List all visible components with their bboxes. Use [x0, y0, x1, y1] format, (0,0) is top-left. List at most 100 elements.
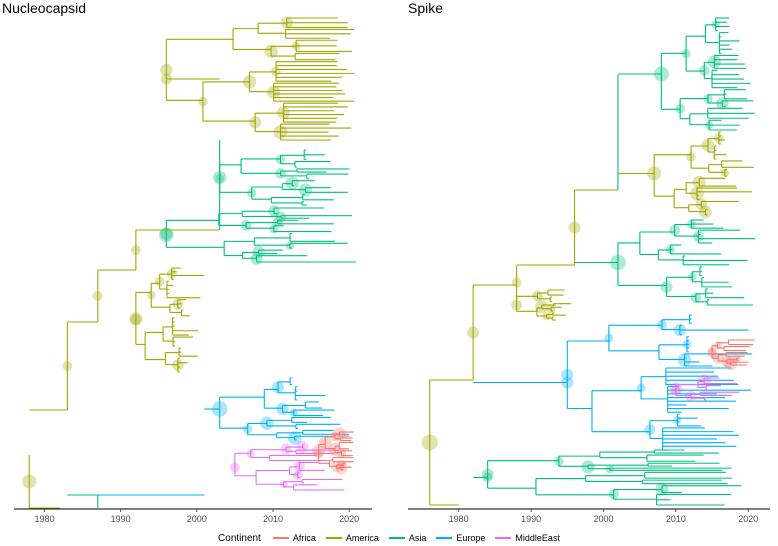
node-circle — [561, 368, 574, 381]
node-circle — [669, 224, 680, 236]
legend-key-africa — [272, 537, 289, 539]
legend-label-america: America — [345, 533, 379, 543]
node-circle — [250, 252, 263, 265]
node-circle — [546, 304, 556, 314]
legend-label-asia: Asia — [408, 533, 427, 543]
node-circle — [535, 300, 549, 314]
node-circle — [336, 448, 347, 458]
node-circle — [581, 460, 595, 474]
node-circle — [732, 355, 741, 364]
node-circle — [685, 390, 697, 402]
x-tick-label: 1980 — [449, 514, 469, 524]
node-circle — [298, 183, 313, 197]
legend-key-middleeast — [495, 537, 512, 539]
node-circle — [242, 75, 257, 89]
node-circle — [647, 166, 662, 181]
node-circle — [688, 272, 697, 281]
x-tick-label: 1990 — [111, 514, 131, 524]
node-circle — [293, 460, 305, 472]
node-circle — [703, 94, 713, 104]
node-circle — [289, 408, 298, 417]
node-circle — [280, 16, 293, 29]
x-tick-label: 2020 — [738, 514, 758, 524]
node-circle — [713, 341, 722, 350]
node-circle — [636, 383, 646, 393]
legend-label-middleeast: MiddleEast — [515, 533, 560, 543]
node-circle — [554, 456, 564, 466]
node-circle — [275, 154, 286, 165]
node-circle — [660, 280, 673, 293]
node-circle — [276, 402, 289, 416]
node-circle — [252, 245, 265, 258]
node-circle — [280, 443, 292, 455]
node-circle — [332, 427, 346, 441]
node-circle — [692, 175, 706, 189]
legend-label-africa: Africa — [292, 533, 316, 543]
node-circle — [160, 63, 173, 77]
node-circle — [644, 424, 656, 436]
node-circle — [699, 65, 710, 76]
node-circle — [160, 227, 173, 240]
node-circle — [247, 188, 257, 198]
node-circle — [172, 359, 184, 371]
node-circle — [699, 205, 712, 219]
node-circle — [716, 97, 729, 110]
node-circle — [62, 361, 73, 371]
node-circle — [686, 219, 696, 229]
node-circle — [712, 352, 724, 364]
node-circle — [705, 121, 714, 130]
legend-key-america — [325, 537, 342, 539]
x-tick-label: 2000 — [187, 514, 207, 524]
node-circle — [275, 211, 287, 223]
node-circle — [690, 292, 702, 304]
node-circle — [689, 186, 704, 201]
legend-key-asia — [388, 537, 405, 539]
panel-title-spike: Spike — [408, 0, 444, 16]
legend-label-europe: Europe — [456, 533, 486, 543]
node-circle — [695, 198, 708, 211]
node-circle — [271, 381, 285, 394]
x-tick-label: 1990 — [521, 514, 541, 524]
node-circle — [330, 431, 340, 442]
legend-title: Continent — [218, 532, 261, 544]
node-circle — [312, 444, 326, 458]
x-tick-label: 2020 — [339, 514, 359, 524]
node-circle — [211, 401, 228, 417]
node-circle — [130, 314, 142, 326]
x-tick-label: 2010 — [666, 514, 686, 524]
x-tick-label: 2010 — [263, 514, 283, 524]
node-circle — [154, 276, 165, 287]
node-circle — [605, 464, 615, 474]
node-circle — [681, 49, 691, 59]
node-circle — [604, 333, 614, 343]
node-circle — [275, 167, 287, 179]
node-circle — [532, 290, 543, 302]
node-circle — [697, 374, 711, 388]
node-circle — [561, 376, 574, 389]
legend-key-europe — [436, 537, 453, 539]
node-circle — [665, 245, 675, 254]
node-circle — [273, 125, 288, 140]
node-circle — [92, 291, 103, 301]
legend-item-africa: Africa — [272, 533, 316, 543]
node-circle — [511, 299, 523, 311]
node-circle — [692, 231, 704, 243]
node-circle — [673, 323, 687, 337]
node-circle — [608, 489, 619, 500]
node-circle — [542, 312, 551, 321]
node-circle — [673, 416, 682, 425]
node-circle — [720, 168, 729, 177]
node-circle — [677, 353, 692, 367]
legend-item-europe: Europe — [436, 533, 485, 543]
node-circle — [653, 66, 669, 82]
node-circle — [249, 116, 262, 129]
node-circle — [292, 469, 303, 480]
x-tick-label: 2000 — [593, 514, 613, 524]
node-circle — [314, 449, 323, 458]
node-circle — [277, 106, 290, 120]
node-circle — [146, 290, 156, 300]
node-circle — [172, 298, 184, 310]
node-circle — [264, 44, 278, 58]
node-circle — [686, 152, 696, 162]
node-circle — [268, 205, 280, 217]
